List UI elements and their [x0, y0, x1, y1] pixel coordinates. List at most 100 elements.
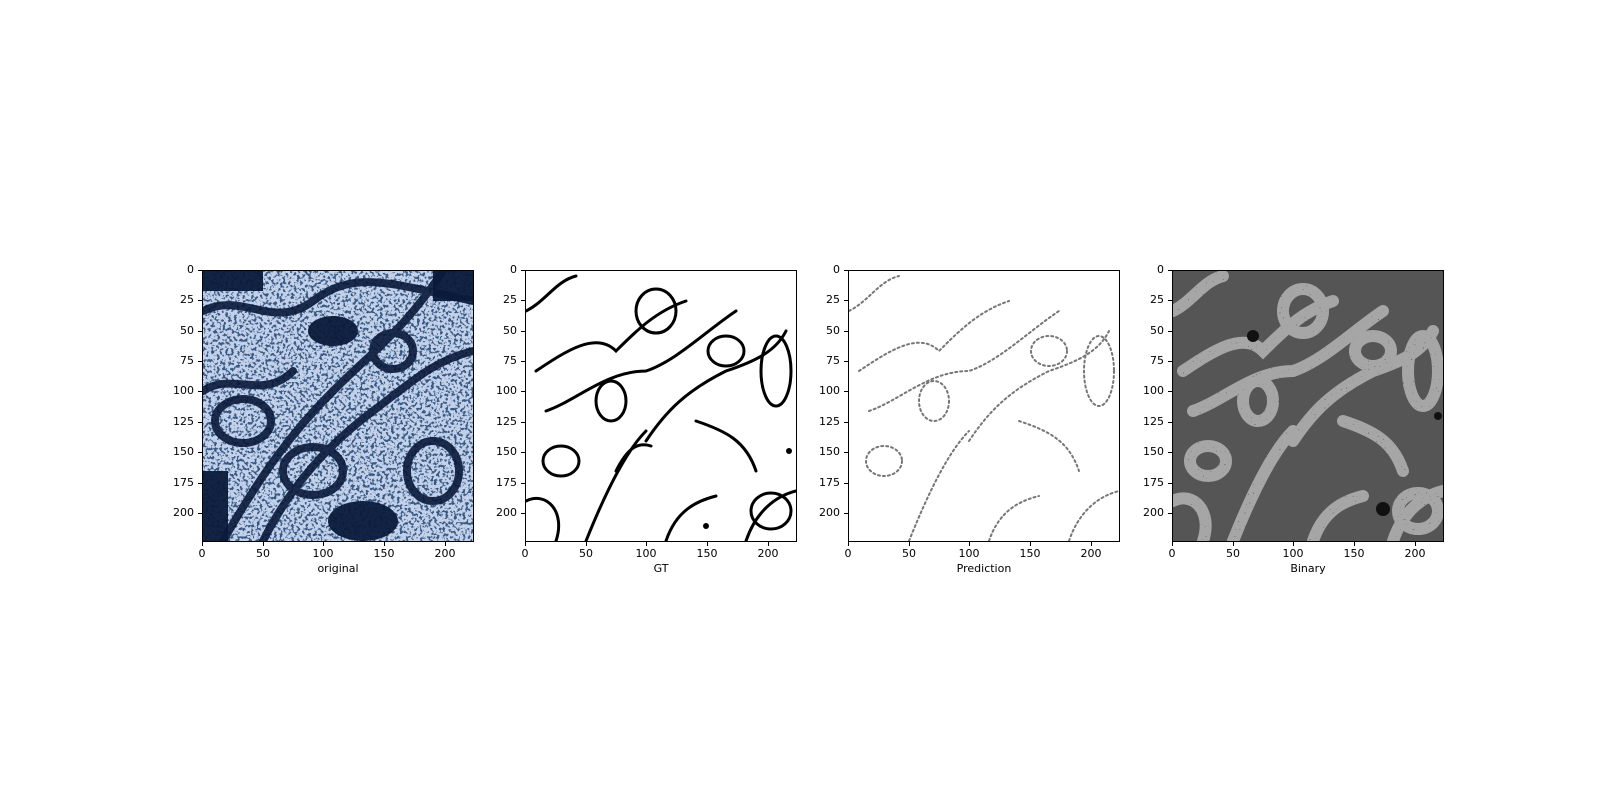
x-tick-label: 200 [434, 547, 456, 560]
y-tick-mark [521, 270, 525, 271]
y-tick-label: 125 [496, 415, 517, 428]
y-tick-label: 75 [180, 354, 194, 367]
y-tick-label: 25 [1150, 293, 1164, 306]
y-tick-mark [1168, 391, 1172, 392]
y-tick-label: 100 [496, 384, 517, 397]
y-tick-label: 150 [496, 445, 517, 458]
y-tick-label: 150 [819, 445, 840, 458]
y-tick-label: 25 [826, 293, 840, 306]
x-tick-mark [525, 542, 526, 546]
binary-image [1173, 271, 1443, 541]
y-tick-label: 100 [1143, 384, 1164, 397]
y-tick-mark [1168, 361, 1172, 362]
y-tick-mark [1168, 300, 1172, 301]
y-tick-mark [844, 513, 848, 514]
x-tick-mark [1415, 542, 1416, 546]
x-tick-label: 50 [579, 547, 593, 560]
x-tick-mark [646, 542, 647, 546]
y-tick-label: 50 [503, 324, 517, 337]
y-tick-mark [521, 331, 525, 332]
x-tick-mark [1233, 542, 1234, 546]
x-tick-label: 100 [635, 547, 657, 560]
panel-label-gt: GT [653, 562, 669, 575]
x-tick-mark [707, 542, 708, 546]
y-tick-label: 0 [1157, 263, 1164, 276]
x-tick-label: 200 [1080, 547, 1102, 560]
x-tick-label: 50 [902, 547, 916, 560]
y-tick-mark [521, 483, 525, 484]
y-tick-label: 25 [180, 293, 194, 306]
y-tick-label: 50 [1150, 324, 1164, 337]
x-tick-mark [1354, 542, 1355, 546]
y-tick-label: 200 [496, 506, 517, 519]
y-tick-mark [1168, 513, 1172, 514]
x-tick-mark [445, 542, 446, 546]
y-tick-mark [1168, 483, 1172, 484]
y-tick-label: 175 [819, 476, 840, 489]
original-image [203, 271, 473, 541]
y-tick-label: 0 [187, 263, 194, 276]
x-tick-label: 150 [1343, 547, 1365, 560]
y-tick-mark [521, 300, 525, 301]
x-tick-mark [909, 542, 910, 546]
x-tick-mark [263, 542, 264, 546]
y-tick-mark [1168, 422, 1172, 423]
y-tick-mark [198, 391, 202, 392]
y-tick-label: 75 [503, 354, 517, 367]
y-tick-label: 0 [510, 263, 517, 276]
x-tick-mark [1091, 542, 1092, 546]
y-tick-mark [844, 483, 848, 484]
y-tick-mark [1168, 452, 1172, 453]
x-tick-label: 150 [373, 547, 395, 560]
y-tick-mark [844, 270, 848, 271]
x-tick-label: 150 [696, 547, 718, 560]
y-tick-mark [198, 483, 202, 484]
x-tick-label: 200 [1404, 547, 1426, 560]
x-tick-mark [1293, 542, 1294, 546]
x-tick-label: 100 [958, 547, 980, 560]
y-tick-mark [198, 422, 202, 423]
y-tick-label: 75 [826, 354, 840, 367]
x-tick-label: 100 [1282, 547, 1304, 560]
ground-truth-panel [525, 270, 797, 542]
y-tick-mark [198, 331, 202, 332]
y-tick-mark [844, 300, 848, 301]
y-tick-mark [844, 422, 848, 423]
y-tick-label: 175 [1143, 476, 1164, 489]
y-tick-mark [844, 391, 848, 392]
x-tick-label: 200 [757, 547, 779, 560]
y-tick-label: 200 [819, 506, 840, 519]
y-tick-label: 25 [503, 293, 517, 306]
y-tick-mark [198, 300, 202, 301]
x-tick-label: 0 [1168, 547, 1176, 560]
x-tick-mark [848, 542, 849, 546]
y-tick-mark [521, 361, 525, 362]
y-tick-mark [198, 361, 202, 362]
x-tick-mark [1030, 542, 1031, 546]
y-tick-label: 200 [1143, 506, 1164, 519]
y-tick-label: 100 [819, 384, 840, 397]
y-tick-mark [521, 422, 525, 423]
y-tick-label: 125 [173, 415, 194, 428]
x-tick-label: 0 [198, 547, 206, 560]
x-tick-label: 50 [1226, 547, 1240, 560]
y-tick-label: 150 [1143, 445, 1164, 458]
prediction-panel [848, 270, 1120, 542]
x-tick-mark [969, 542, 970, 546]
binary-panel [1172, 270, 1444, 542]
y-tick-label: 175 [173, 476, 194, 489]
y-tick-label: 150 [173, 445, 194, 458]
y-tick-mark [1168, 331, 1172, 332]
y-tick-label: 0 [833, 263, 840, 276]
y-tick-mark [521, 452, 525, 453]
x-tick-mark [202, 542, 203, 546]
y-tick-label: 175 [496, 476, 517, 489]
ground-truth-image [526, 271, 796, 541]
y-tick-mark [844, 361, 848, 362]
x-tick-label: 50 [256, 547, 270, 560]
x-tick-label: 0 [521, 547, 529, 560]
x-tick-mark [586, 542, 587, 546]
original-image-panel [202, 270, 474, 542]
y-tick-label: 125 [1143, 415, 1164, 428]
